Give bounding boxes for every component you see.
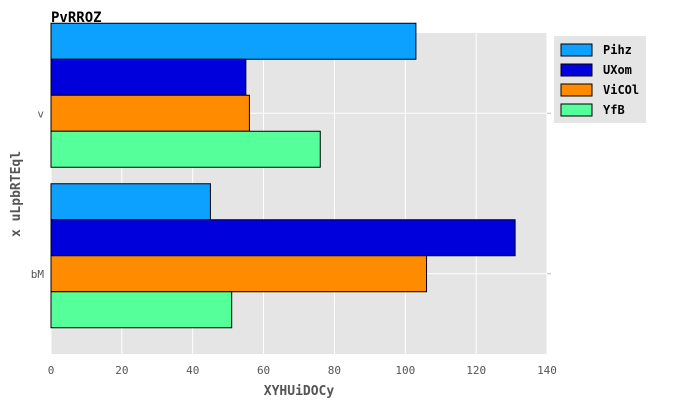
bar-vicol-v <box>50 94 250 132</box>
bar-vicol-bm <box>50 255 428 293</box>
x-tick-label: 0 <box>48 364 55 377</box>
legend-swatch-pihz <box>560 43 593 57</box>
bar-yfb-v <box>50 130 321 168</box>
y-tick-label: v <box>37 107 44 120</box>
y-axis-label: x uLpbRTEql <box>9 151 24 237</box>
bar-uxom-v <box>50 58 247 96</box>
x-tick-label: 100 <box>395 364 415 377</box>
legend-label-uxom: UXom <box>603 63 632 77</box>
y-tick-label: bM <box>31 268 45 281</box>
x-axis-ticks: 0 20 40 60 80 100 120 140 <box>48 364 557 377</box>
legend-label-yfb: YfB <box>603 103 625 117</box>
bar-yfb-bm <box>50 291 233 329</box>
bar-pihz-v <box>50 22 417 60</box>
legend-label-vicol: ViCOl <box>603 83 639 97</box>
y-axis-ticks: bM v <box>31 107 551 281</box>
legend-swatch-yfb <box>560 103 593 117</box>
x-tick-label: 80 <box>328 364 341 377</box>
bars <box>50 22 516 329</box>
x-tick-label: 60 <box>257 364 270 377</box>
chart-title: PvRROZ <box>51 10 102 26</box>
x-tick-label: 120 <box>466 364 486 377</box>
legend-swatch-vicol <box>560 83 593 97</box>
bar-uxom-bm <box>50 219 516 257</box>
x-tick-label: 40 <box>186 364 199 377</box>
x-axis-label: XYHUiDOCy <box>264 384 335 399</box>
legend-label-pihz: Pihz <box>603 43 632 57</box>
x-tick-label: 140 <box>537 364 557 377</box>
bar-pihz-bm <box>50 183 211 221</box>
legend: Pihz UXom ViCOl YfB <box>554 36 646 123</box>
legend-swatch-uxom <box>560 63 593 77</box>
x-tick-label: 20 <box>115 364 128 377</box>
